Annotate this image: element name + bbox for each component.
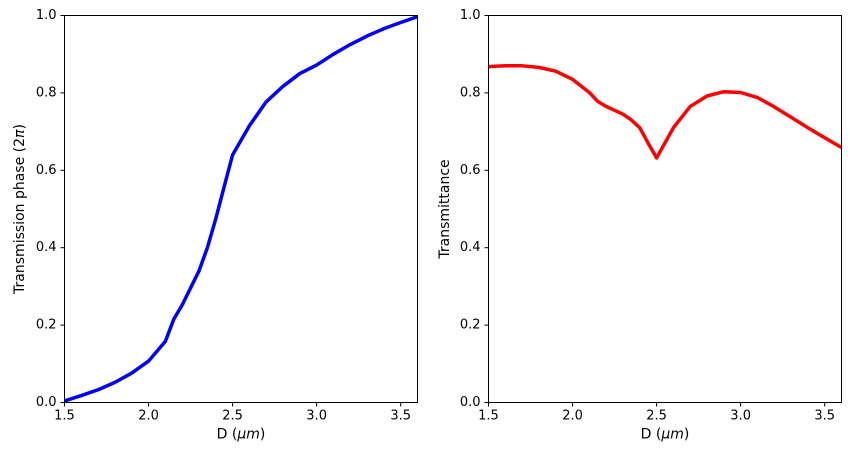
transmission-phase-plot: 1.5 2.0 2.5 3.0 3.5 0.0 0.2 0.4 0.6 0.8 1.0 D (μm) T… xyxy=(12,8,418,442)
plot-spines xyxy=(488,15,842,403)
y-tick-label: 1.0 xyxy=(36,8,57,23)
transmittance-plot: 1.5 2.0 2.5 3.0 3.5 0.0 0.2 0.4 0.6 0.8 1.0 D (μm) T… xyxy=(437,8,842,442)
x-tick-label: 1.5 xyxy=(478,408,499,423)
x-tick-label: 3.5 xyxy=(814,408,835,423)
y-tick-label: 0.0 xyxy=(36,395,57,410)
x-tick-label: 2.0 xyxy=(562,408,583,423)
y-axis-label: Transmission phase (2π) xyxy=(12,124,28,295)
x-tick-label: 2.5 xyxy=(646,408,667,423)
y-tick-label: 0.4 xyxy=(36,240,57,255)
y-tick-label: 1.0 xyxy=(460,8,481,23)
y-tick-label: 0.0 xyxy=(460,395,481,410)
y-tick-label: 0.2 xyxy=(460,318,481,333)
y-tick-label: 0.6 xyxy=(36,163,57,178)
x-axis-label: D (μm) xyxy=(641,426,690,442)
transmittance-curve xyxy=(488,64,842,160)
x-axis-label: D (μm) xyxy=(217,426,266,442)
y-tick-label: 0.4 xyxy=(460,240,481,255)
x-tick-label: 3.5 xyxy=(390,408,411,423)
x-tick-label: 3.0 xyxy=(730,408,751,423)
y-tick-label: 0.2 xyxy=(36,318,57,333)
plot-spines xyxy=(64,15,418,403)
x-tick-label: 2.5 xyxy=(222,408,243,423)
transmission-phase-curve xyxy=(64,15,418,403)
y-axis-label: Transmittance xyxy=(437,159,453,259)
y-tick-label: 0.8 xyxy=(36,85,57,100)
x-tick-label: 2.0 xyxy=(138,408,159,423)
y-tick-label: 0.8 xyxy=(460,85,481,100)
x-tick-label: 3.0 xyxy=(306,408,327,423)
y-tick-label: 0.6 xyxy=(460,163,481,178)
x-tick-label: 1.5 xyxy=(54,408,75,423)
